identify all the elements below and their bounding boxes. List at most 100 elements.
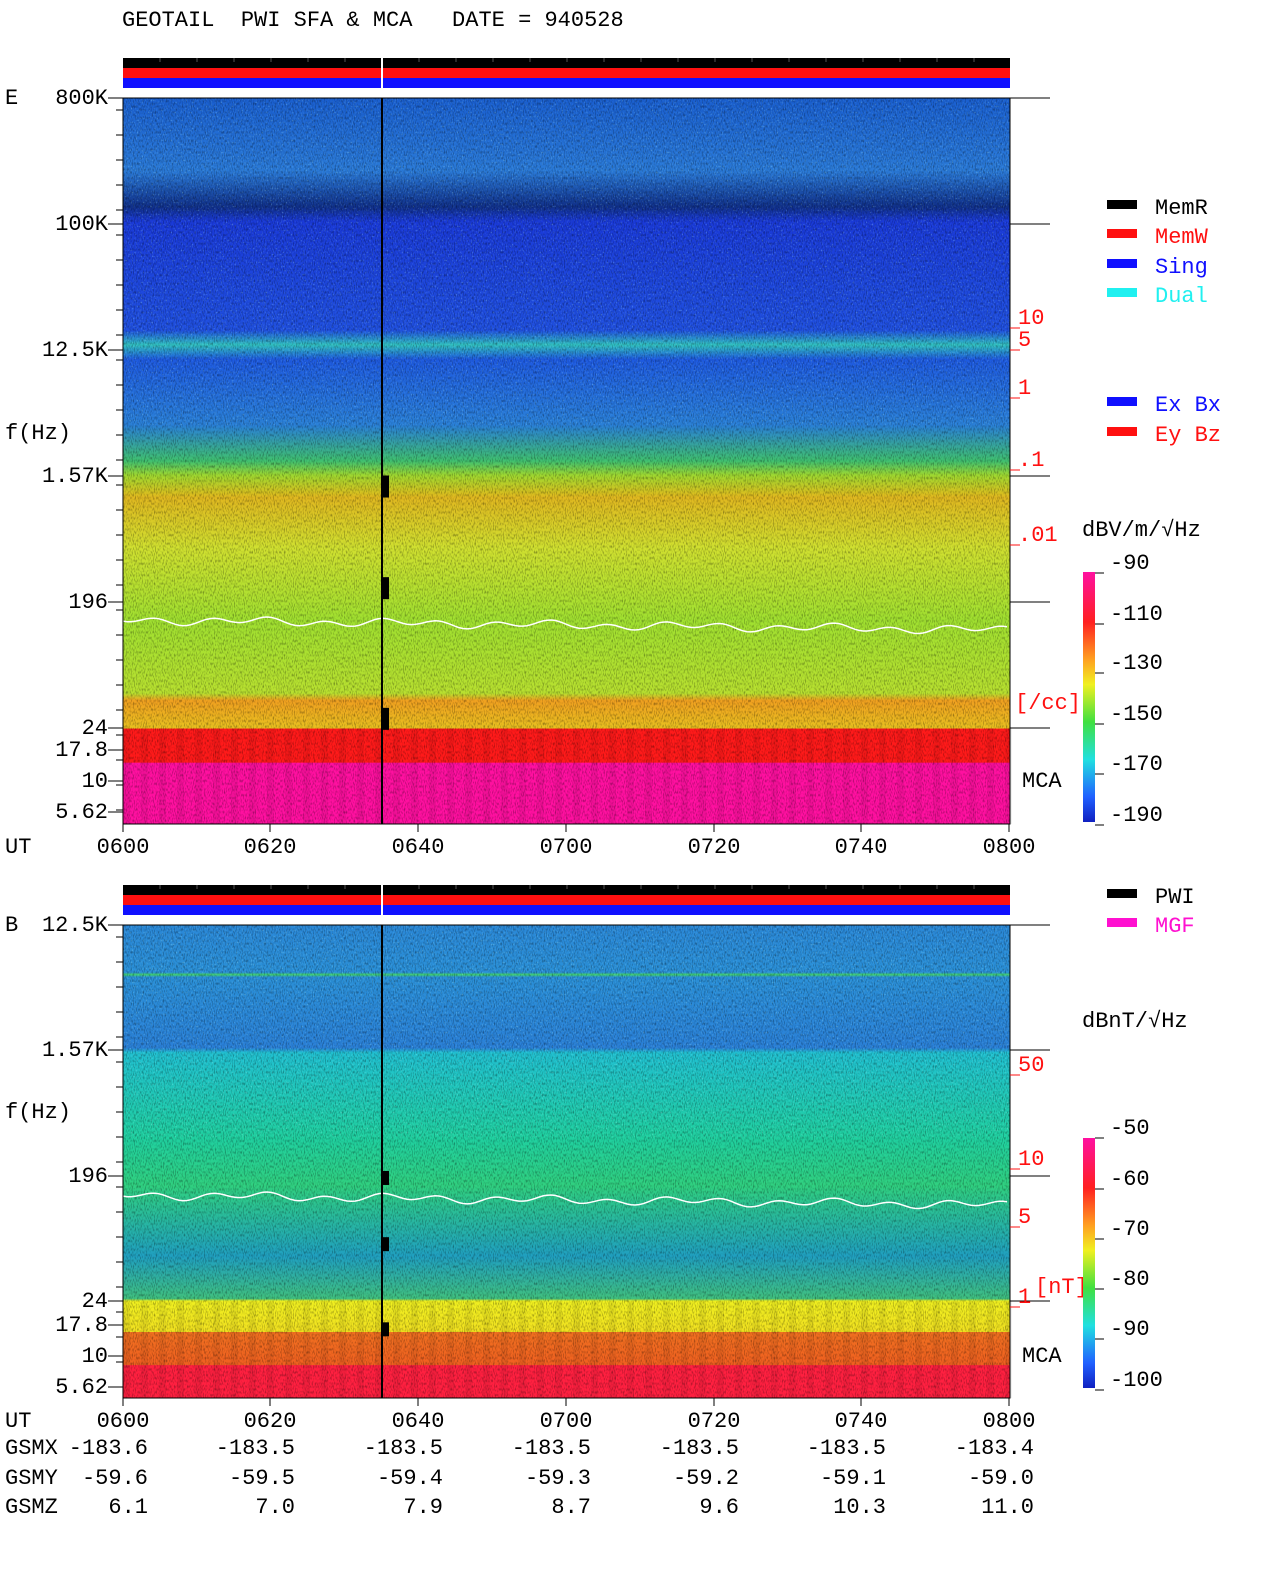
orbit-value: -59.2 (673, 1466, 739, 1491)
colorbar-tick-label: -130 (1110, 651, 1163, 676)
freq-label: 10 (82, 1344, 108, 1369)
panel-label: B (5, 913, 18, 938)
mca-stripe (753, 728, 760, 824)
gap-mark (382, 1237, 389, 1252)
mca-stripe (321, 1301, 328, 1398)
mca-stripe (285, 1301, 292, 1398)
colorbar-tick-label: -150 (1110, 702, 1163, 727)
mca-label: MCA (1022, 1344, 1062, 1369)
orbit-name: GSMZ (5, 1495, 58, 1520)
orbit-value: -183.5 (216, 1436, 295, 1461)
orbit-value: -59.4 (377, 1466, 443, 1491)
colorbar-tick-label: -50 (1110, 1116, 1150, 1141)
mca-stripe (663, 1301, 670, 1398)
orbit-value: 9.6 (699, 1495, 739, 1520)
mca-stripe (735, 728, 742, 824)
freq-label: 5.62 (55, 1375, 108, 1400)
orbit-value: -183.5 (364, 1436, 443, 1461)
colorbar-unit: dBV/m/√Hz (1082, 518, 1201, 543)
status-bar (123, 58, 1010, 68)
mca-stripe (681, 1301, 688, 1398)
gap-mark (382, 707, 389, 730)
mca-stripe (411, 728, 418, 824)
time-label: 0700 (540, 1409, 593, 1434)
mca-stripe (501, 728, 508, 824)
status-bar (123, 895, 1010, 905)
status-bar (123, 78, 1010, 88)
colorbar-tick-label: -90 (1110, 551, 1150, 576)
legend-label: MemR (1155, 196, 1208, 221)
status-bar (123, 905, 1010, 915)
mca-stripe (987, 728, 994, 824)
axis-label: f(Hz) (5, 1100, 71, 1125)
orbit-value: 8.7 (551, 1495, 591, 1520)
density-label: 50 (1018, 1053, 1044, 1078)
orbit-value: 11.0 (981, 1495, 1034, 1520)
time-label: 0720 (688, 1409, 741, 1434)
mca-stripe (267, 728, 274, 824)
mca-stripe (897, 1301, 904, 1398)
colorbar-tick-label: -170 (1110, 752, 1163, 777)
mca-stripe (411, 1301, 418, 1398)
gap-mark (382, 1322, 389, 1337)
legend-swatch (1107, 200, 1137, 209)
mca-stripe (267, 1301, 274, 1398)
mca-stripe (519, 1301, 526, 1398)
legend-label: MGF (1155, 914, 1195, 939)
mca-stripe (213, 1301, 220, 1398)
mca-stripe (393, 1301, 400, 1398)
gap-mark (382, 1170, 389, 1185)
mca-stripe (753, 1301, 760, 1398)
orbit-value: 7.9 (403, 1495, 443, 1520)
mca-stripe (645, 728, 652, 824)
mca-stripe (879, 728, 886, 824)
legend-swatch (1107, 427, 1137, 436)
orbit-value: -183.5 (512, 1436, 591, 1461)
legend-swatch (1107, 229, 1137, 238)
mca-stripe (861, 1301, 868, 1398)
mca-stripe (429, 1301, 436, 1398)
time-label: 0800 (983, 1409, 1036, 1434)
legend-label: MemW (1155, 225, 1209, 250)
freq-label: 196 (68, 1164, 108, 1189)
mca-stripe (195, 728, 202, 824)
mca-stripe (591, 728, 598, 824)
orbit-value: -183.4 (955, 1436, 1034, 1461)
freq-label: 24 (82, 716, 108, 741)
density-unit: [nT] (1035, 1275, 1088, 1300)
orbit-value: -59.0 (968, 1466, 1034, 1491)
density-label: 5 (1018, 1205, 1031, 1230)
legend-label: Ey Bz (1155, 423, 1221, 448)
mca-stripe (1005, 728, 1012, 824)
orbit-value: -59.1 (820, 1466, 886, 1491)
freq-label: 17.8 (55, 1313, 108, 1338)
mca-stripe (879, 1301, 886, 1398)
mca-stripe (537, 728, 544, 824)
mca-stripe (555, 728, 562, 824)
freq-label: 196 (68, 590, 108, 615)
mca-stripe (681, 728, 688, 824)
time-label: 0700 (540, 835, 593, 860)
mca-stripe (231, 728, 238, 824)
mca-stripe (249, 1301, 256, 1398)
colorbar-tick-label: -70 (1110, 1217, 1150, 1242)
axis-label: f(Hz) (5, 421, 71, 446)
time-label: 0640 (392, 1409, 445, 1434)
mca-stripe (987, 1301, 994, 1398)
time-axis-label: UT (5, 835, 31, 860)
time-label: 0740 (835, 835, 888, 860)
mca-stripe (519, 728, 526, 824)
mca-stripe (195, 1301, 202, 1398)
mca-stripe (159, 1301, 166, 1398)
legend-swatch (1107, 889, 1137, 898)
mca-stripe (123, 1301, 130, 1398)
spectrogram-speckle (123, 98, 1010, 425)
colorbar (1083, 572, 1095, 822)
orbit-value: -183.5 (807, 1436, 886, 1461)
mca-stripe (627, 728, 634, 824)
density-unit: [/cc] (1015, 691, 1081, 716)
mca-stripe (933, 1301, 940, 1398)
freq-label: 24 (82, 1289, 108, 1314)
orbit-value: -183.5 (660, 1436, 739, 1461)
orbit-value: 7.0 (255, 1495, 295, 1520)
